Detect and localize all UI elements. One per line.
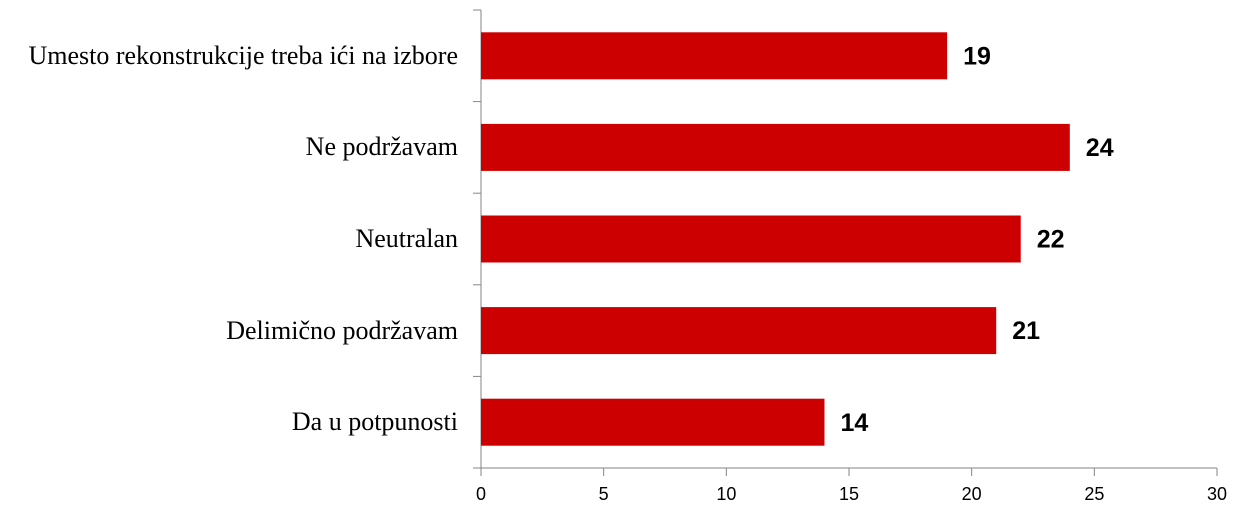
x-tick-label: 15: [839, 484, 859, 504]
x-tick-label: 20: [962, 484, 982, 504]
x-tick-label: 30: [1207, 484, 1227, 504]
x-tick-label: 0: [476, 484, 486, 504]
data-label: 24: [1086, 134, 1114, 162]
data-label: 21: [1012, 317, 1040, 345]
x-tick-label: 25: [1084, 484, 1104, 504]
data-label: 19: [963, 42, 991, 70]
category-label-box: Delimično podržavam: [8, 285, 458, 377]
bar: [481, 307, 997, 355]
x-tick-label: 5: [599, 484, 609, 504]
category-label-box: Da u potpunosti: [8, 376, 458, 468]
data-label: 22: [1037, 226, 1065, 254]
bar: [481, 123, 1070, 171]
x-tick-label: 10: [716, 484, 736, 504]
category-label: Neutralan: [355, 223, 458, 253]
bar: [481, 32, 948, 80]
category-label-box: Ne podržavam: [8, 102, 458, 194]
data-label: 14: [840, 409, 868, 437]
bar: [481, 215, 1021, 263]
category-label: Umesto rekonstrukcije treba ići na izbor…: [28, 40, 458, 70]
bar: [481, 398, 825, 446]
category-label-box: Umesto rekonstrukcije treba ići na izbor…: [8, 10, 458, 102]
category-label: Delimično podržavam: [226, 315, 458, 345]
category-label: Da u potpunosti: [291, 407, 458, 437]
category-label-box: Neutralan: [8, 193, 458, 285]
category-label: Ne podržavam: [305, 132, 458, 162]
